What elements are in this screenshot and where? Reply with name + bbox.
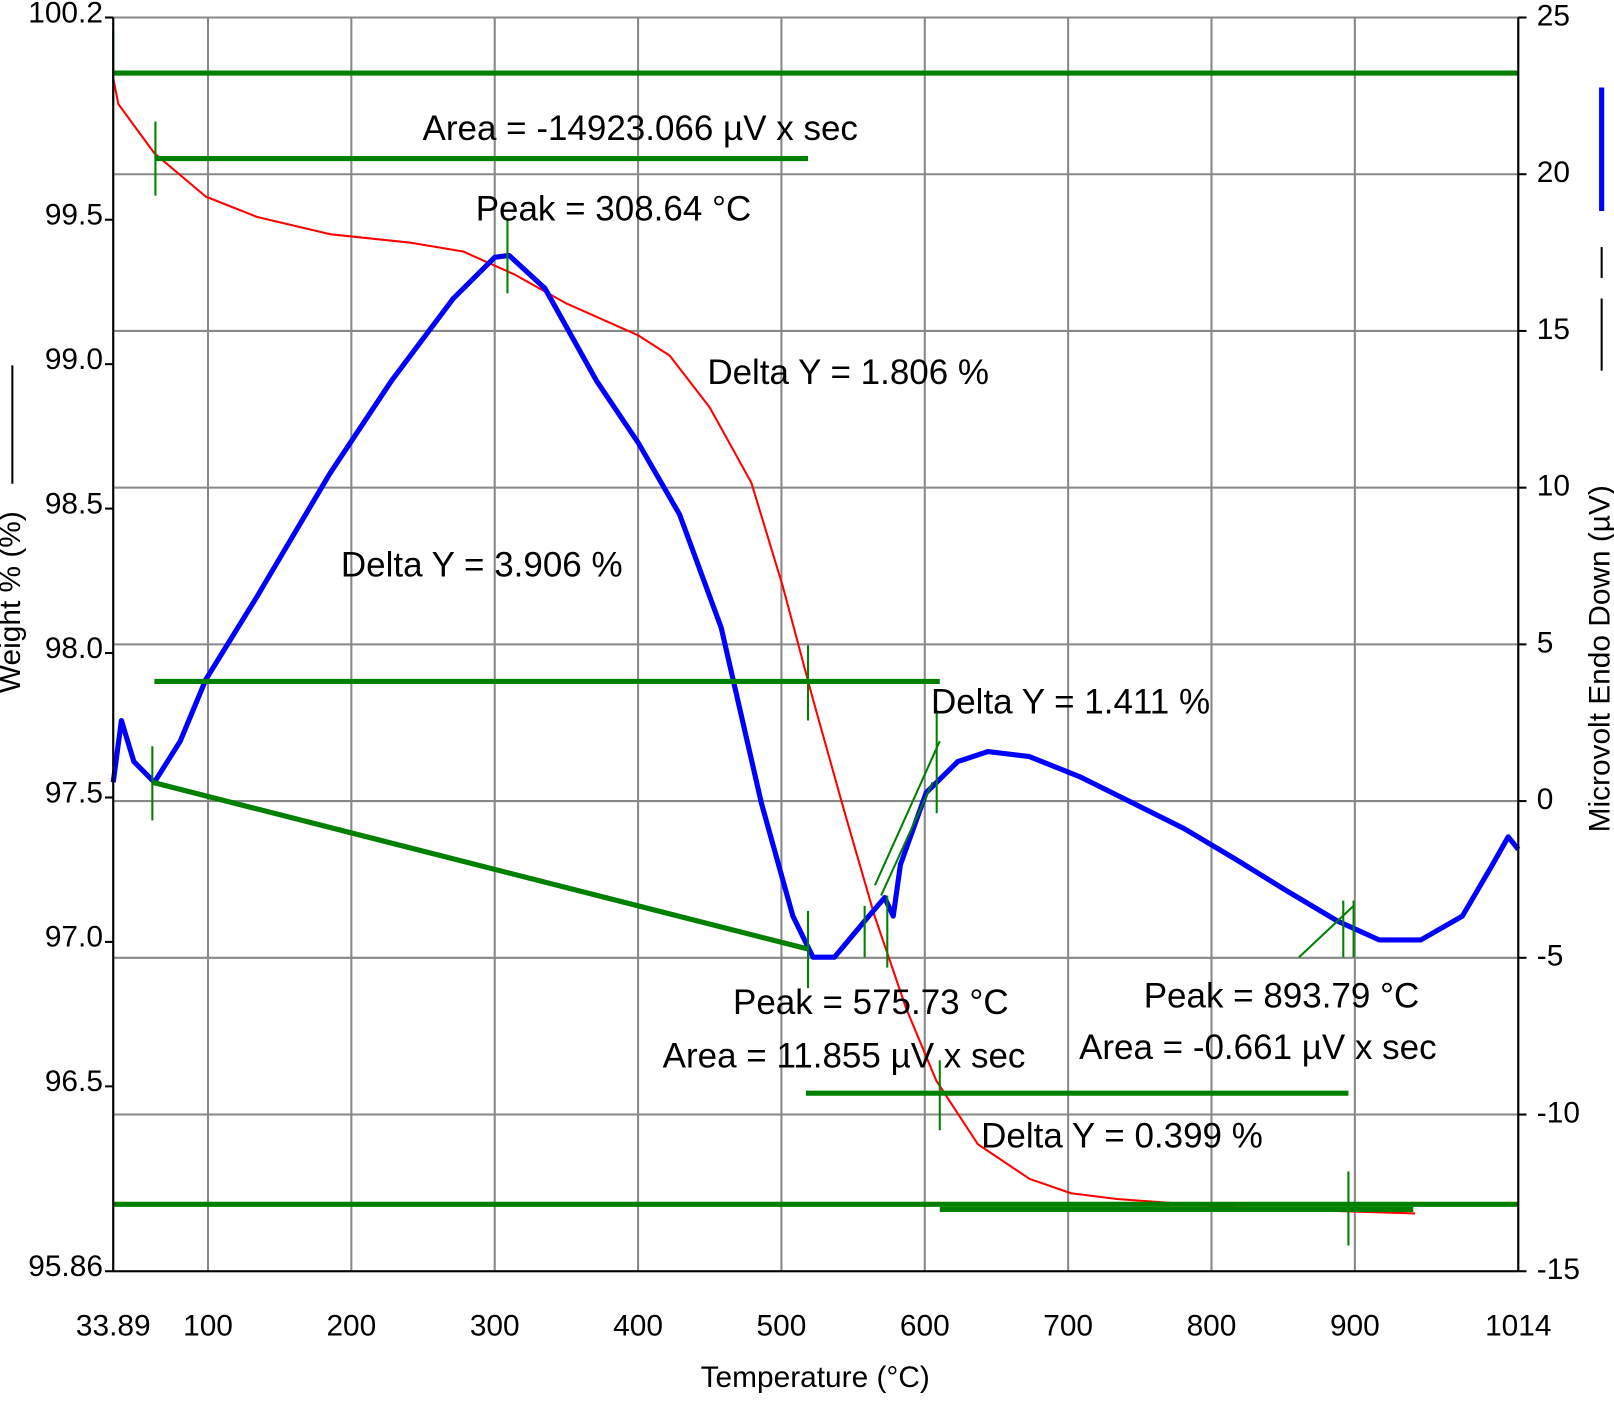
x-axis-label: Temperature (°C)	[701, 1361, 930, 1394]
y2-tick-label: 0	[1537, 783, 1554, 816]
x-tick-label: 33.89	[76, 1310, 151, 1343]
y2-tick-label: -15	[1537, 1253, 1580, 1286]
y-tick-label: 97.5	[45, 776, 103, 809]
grid	[112, 16, 1520, 1273]
y-tick-label: 95.86	[28, 1250, 103, 1283]
annotation: Delta Y = 1.411 %	[931, 682, 1210, 721]
x-tick-label: 800	[1187, 1310, 1237, 1343]
annotation: Peak = 575.73 °C	[733, 983, 1009, 1022]
baseline	[151, 779, 809, 952]
annotation-lines	[112, 30, 1519, 1246]
tangent	[873, 740, 941, 886]
x-tick-label: 200	[326, 1310, 376, 1343]
x-tick-label: 400	[613, 1310, 663, 1343]
annotation: Area = 11.855 µV x sec	[663, 1036, 1026, 1075]
x-tick-label: 500	[757, 1310, 807, 1343]
annotation: Area = -0.661 µV x sec	[1079, 1028, 1437, 1067]
y-tick-label: 99.0	[45, 343, 103, 376]
y2-tick-label: -10	[1537, 1096, 1580, 1129]
annotation: Peak = 308.64 °C	[476, 189, 752, 228]
y2-tick-label: 25	[1537, 0, 1570, 32]
x-tick-label: 600	[900, 1310, 950, 1343]
y2-tick-label: 15	[1537, 313, 1570, 346]
annotation: Delta Y = 0.399 %	[981, 1117, 1263, 1156]
y-tick-label: 100.2	[28, 0, 103, 29]
x-tick-label: 700	[1043, 1310, 1093, 1343]
tangent	[1298, 905, 1355, 959]
y-tick-label: 99.5	[45, 199, 103, 232]
tangent	[880, 781, 934, 896]
annotation: Peak = 893.79 °C	[1144, 977, 1420, 1016]
x-tick-label: 100	[183, 1310, 233, 1343]
y2-tick-label: 20	[1537, 156, 1570, 189]
x-tick-label: 900	[1330, 1310, 1380, 1343]
series-line	[112, 77, 1416, 1215]
y2-tick-label: 10	[1537, 470, 1570, 503]
annotation: Delta Y = 3.906 %	[341, 545, 623, 584]
annotation: Area = -14923.066 µV x sec	[423, 109, 858, 148]
y-tick-label: 97.0	[45, 921, 103, 954]
y2-tick-label: -5	[1537, 940, 1564, 973]
annotation: Delta Y = 1.806 %	[707, 353, 989, 392]
x-tick-label: 300	[470, 1310, 520, 1343]
y-axis-label: Weight % (%)	[0, 511, 27, 693]
y2-tick-label: 5	[1537, 626, 1554, 659]
curves	[110, 77, 1521, 1215]
y2-axis-label: Microvolt Endo Down (µV)	[1584, 485, 1614, 832]
annotations: Area = -14923.066 µV x sec Peak = 308.64 …	[341, 109, 1437, 1156]
x-tick-label: 1014	[1485, 1310, 1551, 1343]
y-tick-label: 98.0	[45, 632, 103, 665]
series-line	[110, 252, 1521, 960]
y-tick-label: 96.5	[45, 1065, 103, 1098]
y-tick-label: 98.5	[45, 487, 103, 520]
